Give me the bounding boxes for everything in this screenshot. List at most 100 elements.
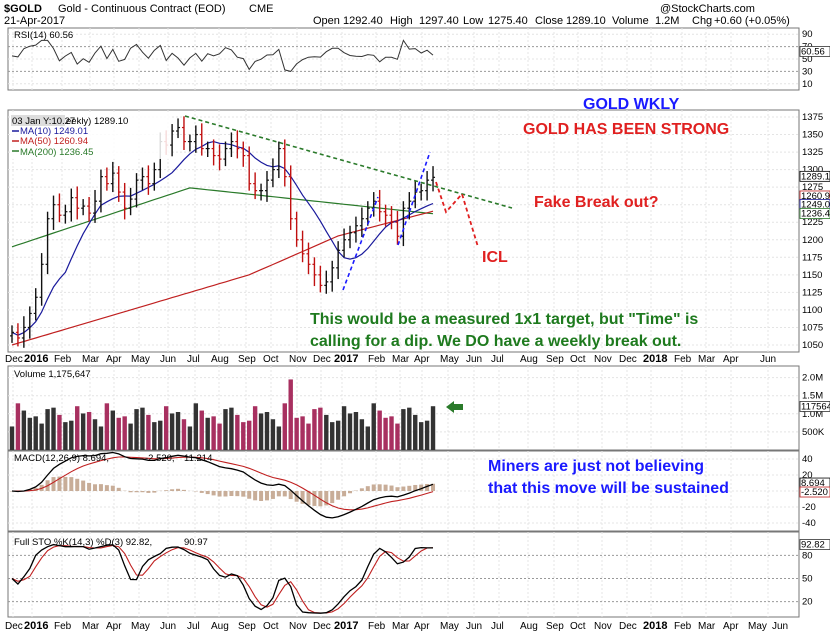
legend-ma200: MA(200) 1236.45 xyxy=(20,147,93,158)
macd-tick: 20 xyxy=(802,470,813,481)
volume-bar xyxy=(104,403,110,450)
price-tick: 1200 xyxy=(802,235,823,246)
symbol: $GOLD xyxy=(4,3,42,15)
volume-tick: 1.5M xyxy=(802,391,823,402)
price-value-tag xyxy=(799,208,830,219)
macd-histogram-bar xyxy=(57,476,62,491)
volume-bar xyxy=(430,406,436,450)
sto-tick: 20 xyxy=(802,597,813,608)
time-label-top: Dec xyxy=(313,354,331,365)
ohlc-volume: 1.2M xyxy=(655,15,679,27)
ma10-line xyxy=(11,140,434,336)
macd-histogram-bar xyxy=(223,491,228,497)
annotation-icl: ICL xyxy=(482,249,508,266)
time-label-bottom: Aug xyxy=(211,621,229,632)
time-label-top: Nov xyxy=(289,354,307,365)
volume-panel xyxy=(9,379,463,450)
time-label-bottom: Jul xyxy=(491,621,504,632)
chart-date: 21-Apr-2017 xyxy=(4,15,65,27)
volume-bar xyxy=(92,419,98,450)
volume-bar xyxy=(335,420,341,450)
macd-line xyxy=(11,451,434,519)
time-label-top: 2016 xyxy=(24,353,48,365)
volume-bar xyxy=(80,413,86,450)
volume-bar xyxy=(389,416,394,450)
time-label-top: Oct xyxy=(263,354,279,365)
volume-bar xyxy=(306,423,311,450)
volume-bar xyxy=(217,423,222,450)
macd-histogram-bar xyxy=(235,491,240,497)
price-tick: 1075 xyxy=(802,322,823,333)
channel-line-a xyxy=(342,196,379,291)
volume-bar xyxy=(359,419,365,450)
price-value-tag-label: 1289.1 xyxy=(801,171,830,182)
volume-bar xyxy=(21,410,27,450)
macd-tick: -20 xyxy=(802,502,816,513)
volume-bar xyxy=(247,420,252,450)
price-panel xyxy=(10,115,513,348)
rsi-line xyxy=(11,39,434,72)
volume-bar xyxy=(15,403,21,450)
annotation-miners-line1: Miners are just not believing xyxy=(488,458,704,475)
time-label-top: 2018 xyxy=(643,353,667,365)
price-value-tag xyxy=(799,170,830,182)
frame-price xyxy=(7,109,800,353)
sto-value-label: 92.82 xyxy=(801,540,825,551)
macd-histogram-bar xyxy=(259,491,264,501)
macd-histogram-bar xyxy=(300,491,305,504)
price-tick: 1275 xyxy=(802,182,823,193)
volume-bar xyxy=(86,412,92,450)
volume-bar xyxy=(45,409,50,450)
ohlc-open: 1292.40 xyxy=(343,15,383,27)
channel-line-b xyxy=(397,151,431,246)
volume-bar xyxy=(330,422,335,450)
macd-histogram-bar xyxy=(253,491,258,501)
macd-tick: 40 xyxy=(802,454,813,465)
macd-histogram-bar xyxy=(98,484,103,491)
volume-bar xyxy=(163,406,169,450)
macd-histogram-bar xyxy=(359,488,364,491)
macd-histogram-bar xyxy=(247,491,252,499)
time-label-bottom: Jul xyxy=(187,621,200,632)
volume-bar xyxy=(146,414,151,450)
macd-histogram-bar xyxy=(93,484,98,491)
time-label-top: May xyxy=(131,354,150,365)
volume-bar xyxy=(110,410,116,450)
time-label-top: Jun xyxy=(466,354,482,365)
volume-bar xyxy=(175,412,181,450)
volume-bar xyxy=(318,407,323,450)
time-label-bottom: Apr xyxy=(106,621,122,632)
ohlc-low-label: Low xyxy=(463,15,483,27)
volume-bar xyxy=(276,426,282,450)
time-label-top: Sep xyxy=(238,354,256,365)
ma50-line xyxy=(11,210,434,346)
time-label-bottom: Dec xyxy=(619,621,637,632)
macd-histogram-bar xyxy=(389,485,394,491)
rsi-tick: 10 xyxy=(802,79,813,90)
annotation-strong: GOLD HAS BEEN STRONG xyxy=(523,121,729,138)
exchange: CME xyxy=(249,3,273,15)
time-label-top: Apr xyxy=(723,354,739,365)
macd-histogram-bar xyxy=(419,484,424,491)
time-label-bottom: 2017 xyxy=(334,620,358,632)
time-label-bottom: Apr xyxy=(723,621,739,632)
legend-ma50: MA(50) 1260.94 xyxy=(20,136,88,147)
time-label-top: Jul xyxy=(491,354,504,365)
macd-histogram-bar xyxy=(87,482,92,491)
time-label-top: Apr xyxy=(414,354,430,365)
time-label-bottom: Dec xyxy=(313,621,331,632)
volume-bar xyxy=(122,416,127,450)
price-tick: 1300 xyxy=(802,165,823,176)
macd-value-label: 8.694 xyxy=(801,478,825,489)
time-label-bottom: May xyxy=(440,621,459,632)
time-label-bottom: May xyxy=(131,621,150,632)
time-label-top: Mar xyxy=(82,354,100,365)
sto-k-line xyxy=(11,543,433,614)
volume-bar xyxy=(33,416,38,450)
time-label-top: Dec xyxy=(619,354,637,365)
brand-watermark: @StockCharts.com xyxy=(660,3,755,15)
macd-histogram-bar xyxy=(69,477,74,491)
price-tick: 1225 xyxy=(802,217,823,228)
macd-signal-label: -2.520, xyxy=(145,453,175,464)
macd-histogram-bar xyxy=(282,491,287,497)
